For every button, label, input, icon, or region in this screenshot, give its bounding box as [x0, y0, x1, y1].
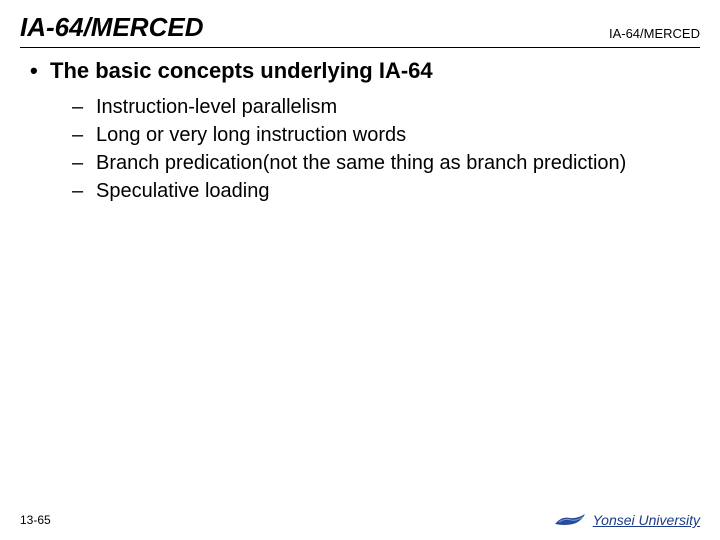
footer: 13-65 Yonsei University: [0, 510, 720, 530]
eagle-logo-icon: [553, 510, 587, 530]
header-right-label: IA-64/MERCED: [609, 26, 700, 43]
sub-bullet: Long or very long instruction words: [26, 122, 700, 148]
content-area: The basic concepts underlying IA-64 Inst…: [20, 58, 700, 204]
main-bullet: The basic concepts underlying IA-64: [26, 58, 700, 84]
university-label: Yonsei University: [593, 512, 700, 528]
page-number: 13-65: [20, 513, 51, 527]
sub-bullet: Instruction-level parallelism: [26, 94, 700, 120]
sub-bullet: Branch predication(not the same thing as…: [26, 150, 700, 176]
header: IA-64/MERCED IA-64/MERCED: [20, 12, 700, 48]
footer-right: Yonsei University: [553, 510, 700, 530]
slide: IA-64/MERCED IA-64/MERCED The basic conc…: [0, 0, 720, 540]
slide-title: IA-64/MERCED: [20, 12, 203, 43]
sub-bullet: Speculative loading: [26, 178, 700, 204]
